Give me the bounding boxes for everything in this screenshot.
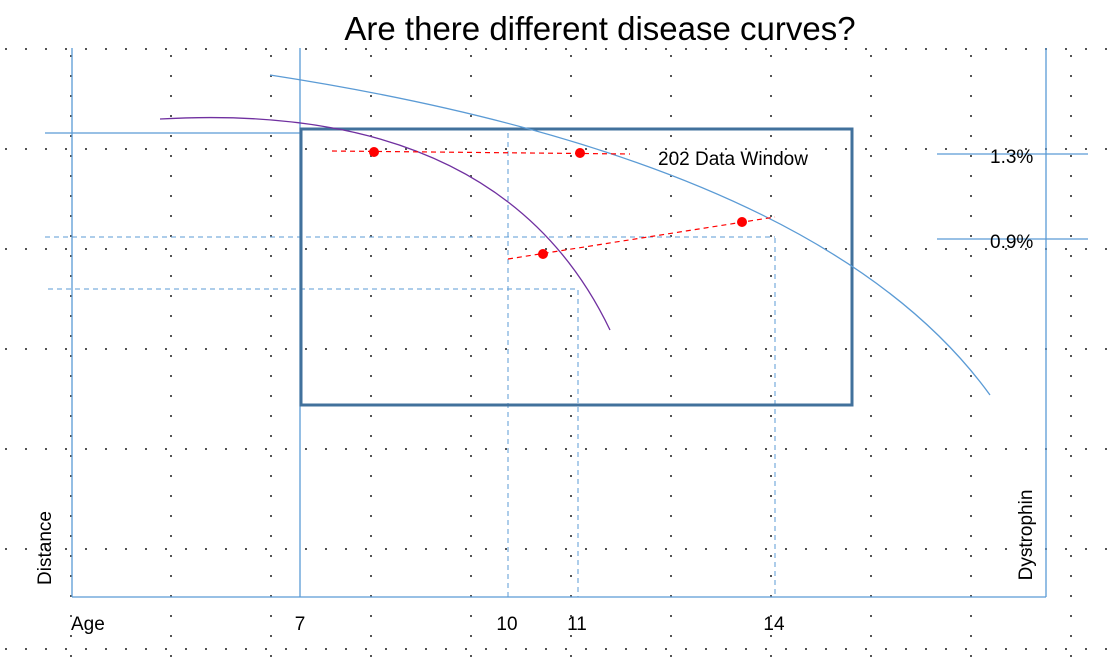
data-point [538,249,548,259]
marker-label-lower: 0.9% [990,232,1033,253]
connector-lower [507,216,776,260]
data-point [369,147,379,157]
right-y-axis-label: Dystrophin [1016,490,1037,581]
red-dashed-connectors [331,150,776,260]
connector-upper [331,150,631,155]
background-dot-grid [0,48,1116,662]
data-window-label: 202 Data Window [658,149,808,170]
data-points [369,147,747,259]
dashed-reference-lines [45,133,776,597]
x-tick-label: 10 [496,614,517,635]
x-axis-label: Age [71,614,105,635]
data-point [737,217,747,227]
secondary-disease-curve [159,116,611,331]
x-tick-label: 7 [295,614,306,635]
left-y-axis-label: Distance [35,511,56,585]
marker-label-upper: 1.3% [990,147,1033,168]
primary-disease-curve [269,74,991,396]
diagram-title: Are there different disease curves? [344,10,855,47]
right-marker-lines [937,153,1088,240]
data-point [575,148,585,158]
x-tick-label: 11 [567,614,587,635]
x-tick-label: 14 [763,614,785,635]
